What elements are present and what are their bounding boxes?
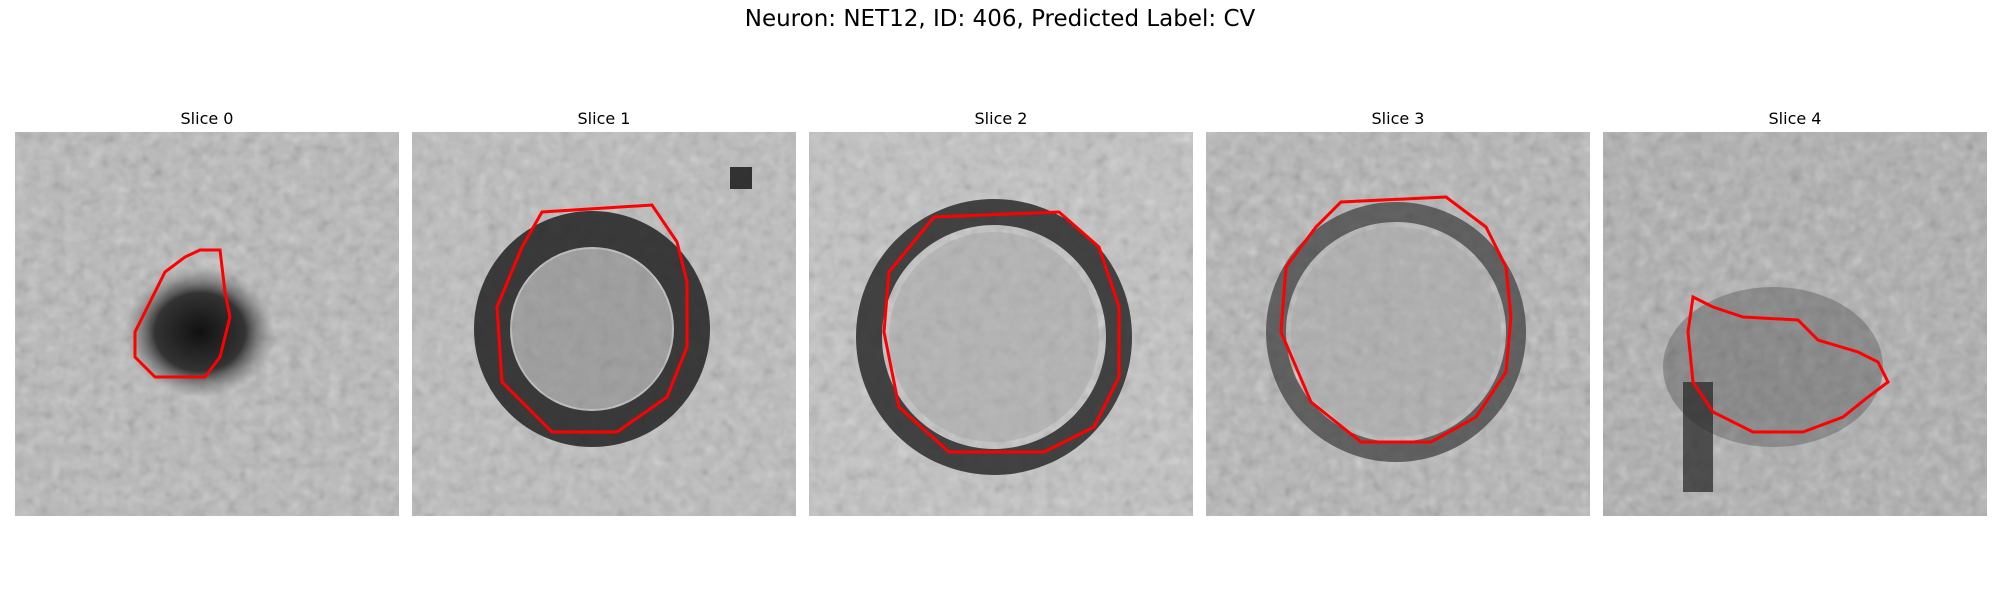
contour-outline bbox=[882, 210, 1121, 454]
slice-image-3 bbox=[1206, 132, 1590, 516]
slice-panel-1: Slice 1 bbox=[412, 106, 796, 516]
membrane-ring bbox=[1266, 202, 1526, 462]
slice-panel-4: Slice 4 bbox=[1603, 106, 1987, 516]
slice-title-4: Slice 4 bbox=[1768, 109, 1822, 128]
membrane-ring bbox=[474, 211, 710, 447]
slice-title-0: Slice 0 bbox=[180, 109, 234, 128]
slice-panel-3: Slice 3 bbox=[1206, 106, 1590, 516]
figure-title: Neuron: NET12, ID: 406, Predicted Label:… bbox=[744, 6, 1256, 32]
slice-image-4 bbox=[1603, 132, 1987, 516]
contour-outline bbox=[495, 203, 689, 434]
slice-title-2: Slice 2 bbox=[974, 109, 1028, 128]
slice-image-0 bbox=[15, 132, 399, 516]
slice-title-3: Slice 3 bbox=[1371, 109, 1425, 128]
slice-image-2 bbox=[809, 132, 1193, 516]
slice-panel-0: Slice 0 bbox=[15, 106, 399, 516]
dark-vesicle bbox=[125, 267, 275, 397]
contour-outline bbox=[1686, 294, 1890, 434]
slice-image-1 bbox=[412, 132, 796, 516]
contour-outline bbox=[133, 248, 232, 379]
slice-panel-2: Slice 2 bbox=[809, 106, 1193, 516]
contour-outline bbox=[1279, 195, 1513, 444]
slice-title-1: Slice 1 bbox=[577, 109, 631, 128]
